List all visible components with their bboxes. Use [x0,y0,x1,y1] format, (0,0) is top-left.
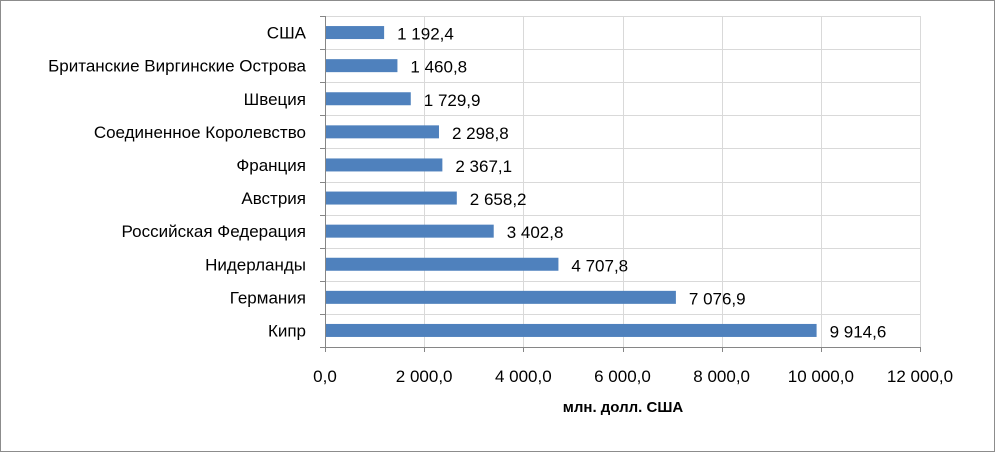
bar [325,158,443,172]
data-label: 2 658,2 [470,190,527,209]
x-tick-label: 2 000,0 [396,367,453,386]
data-label: 3 402,8 [507,223,564,242]
bar [325,26,385,40]
data-label: 1 729,9 [424,91,481,110]
category-label: США [267,24,307,43]
category-label: Соединенное Королевство [94,123,306,142]
data-label: 1 192,4 [397,25,454,44]
category-label: Германия [230,288,306,307]
data-label: 4 707,8 [571,256,628,275]
category-label: Нидерланды [205,255,306,274]
bar [325,92,411,106]
category-label: Российская Федерация [122,222,306,241]
x-tick-label: 8 000,0 [693,367,750,386]
data-label: 2 298,8 [452,124,509,143]
x-tick-label: 0,0 [313,367,337,386]
data-label: 2 367,1 [455,157,512,176]
bar [325,323,817,337]
data-label: 1 460,8 [410,58,467,77]
x-tick-label: 4 000,0 [495,367,552,386]
bar [325,191,457,205]
data-label: 7 076,9 [689,289,746,308]
bar [325,290,676,304]
labels: США 1 192,4 Британские Виргинские Острова 1… [48,24,953,386]
category-label: Британские Виргинские Острова [48,57,306,76]
category-label: Франция [236,156,306,175]
gridlines [325,16,921,347]
category-label: Швеция [244,90,306,109]
data-label: 9 914,6 [830,322,887,341]
category-label: Австрия [241,189,306,208]
bar [325,224,494,238]
bars [325,26,817,337]
x-tick-label: 6 000,0 [594,367,651,386]
axes [320,16,921,352]
x-axis-title: млн. долл. США [563,399,684,416]
x-tick-label: 10 000,0 [788,367,854,386]
x-tick-label: 12 000,0 [887,367,953,386]
bar [325,59,398,73]
bar [325,257,559,271]
bar [325,125,439,139]
category-label: Кипр [268,321,306,340]
